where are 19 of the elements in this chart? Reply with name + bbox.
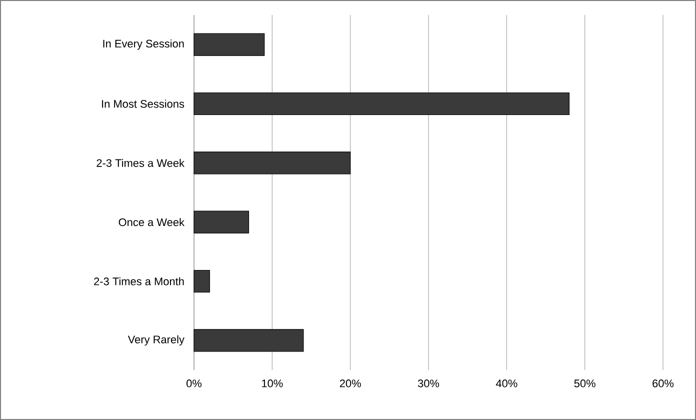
y-tick-label: Once a Week — [118, 218, 185, 226]
x-tick-label: 40% — [496, 380, 518, 388]
x-tick-label: 50% — [574, 380, 596, 388]
bar — [194, 210, 250, 234]
x-tick-label: 10% — [262, 380, 283, 388]
x-tick-label: 30% — [418, 380, 440, 388]
bar — [194, 33, 265, 56]
y-tick-label: 2-3 Times a Week — [96, 158, 185, 167]
y-tick-label: In Every Session — [103, 39, 184, 50]
y-tick-label: 2-3 Times a Month — [94, 277, 184, 286]
x-tick-label: 60% — [652, 380, 674, 388]
y-tick-label: Very Rarely — [128, 335, 184, 346]
x-tick-label: 20% — [340, 380, 361, 388]
bar — [194, 152, 351, 174]
x-tick-label: 0% — [186, 380, 202, 388]
bar — [194, 270, 210, 293]
y-tick-label: In Most Sessions — [102, 100, 184, 108]
bar — [194, 92, 570, 116]
bar — [194, 329, 304, 352]
